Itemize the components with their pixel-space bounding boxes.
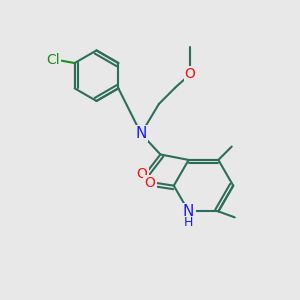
Text: H: H xyxy=(184,216,193,229)
Text: O: O xyxy=(145,176,155,190)
Text: Cl: Cl xyxy=(46,53,59,67)
Text: N: N xyxy=(135,126,147,141)
Text: N: N xyxy=(183,204,194,219)
Text: O: O xyxy=(185,67,196,81)
Text: O: O xyxy=(136,167,147,181)
